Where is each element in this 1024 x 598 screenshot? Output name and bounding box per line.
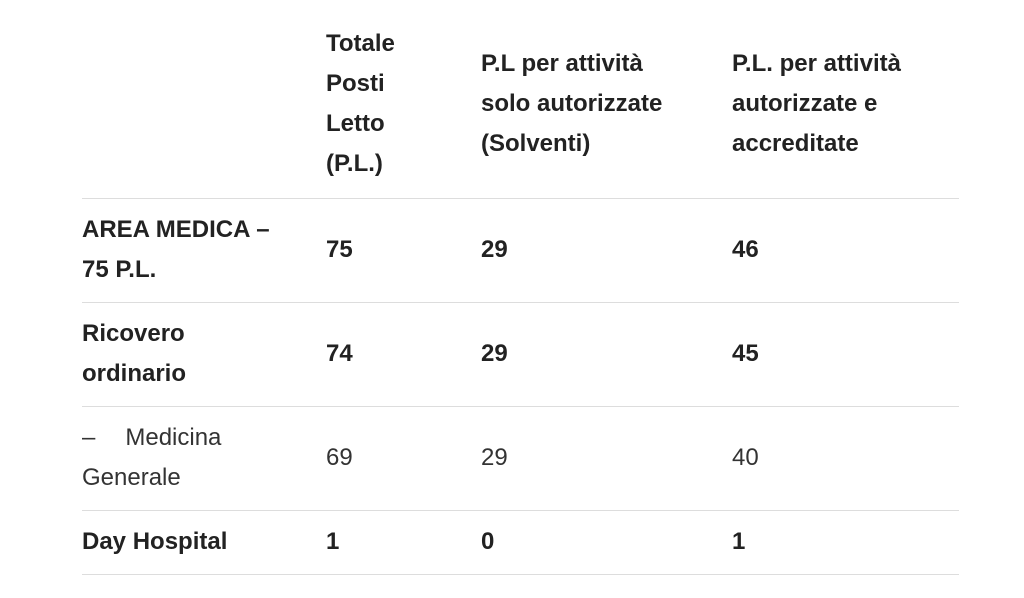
header-autorizzate-accreditate: P.L. per attività autorizzate e accredit… [732, 20, 959, 199]
header-totale-posti-letto: Totale Posti Letto (P.L.) [326, 20, 481, 199]
cell-total: 1 [326, 510, 481, 575]
cell-total: 69 [326, 406, 481, 511]
beds-table: Totale Posti Letto (P.L.) P.L per attivi… [82, 20, 959, 575]
beds-table-container: Totale Posti Letto (P.L.) P.L per attivi… [82, 20, 959, 575]
cell-accreditate: 46 [732, 198, 959, 303]
cell-solventi: 29 [481, 406, 732, 511]
indent-dash: – [82, 424, 96, 451]
header-solo-autorizzate: P.L per attività solo autorizzate (Solve… [481, 20, 732, 199]
table-row: – Medicina Generale 69 29 40 [82, 406, 959, 511]
row-label: – Medicina Generale [82, 406, 326, 511]
cell-solventi: 0 [481, 510, 732, 575]
cell-accreditate: 1 [732, 510, 959, 575]
cell-total: 74 [326, 302, 481, 407]
cell-solventi: 29 [481, 302, 732, 407]
row-label: Ricovero ordinario [82, 302, 326, 407]
table-row: Day Hospital 1 0 1 [82, 510, 959, 575]
row-label: Day Hospital [82, 510, 326, 575]
table-row: Ricovero ordinario 74 29 45 [82, 302, 959, 407]
header-empty [82, 20, 326, 199]
table-row: AREA MEDICA – 75 P.L. 75 29 46 [82, 198, 959, 303]
table-header-row: Totale Posti Letto (P.L.) P.L per attivi… [82, 20, 959, 199]
cell-total: 75 [326, 198, 481, 303]
cell-solventi: 29 [481, 198, 732, 303]
row-label: AREA MEDICA – 75 P.L. [82, 198, 326, 303]
cell-accreditate: 45 [732, 302, 959, 407]
cell-accreditate: 40 [732, 406, 959, 511]
